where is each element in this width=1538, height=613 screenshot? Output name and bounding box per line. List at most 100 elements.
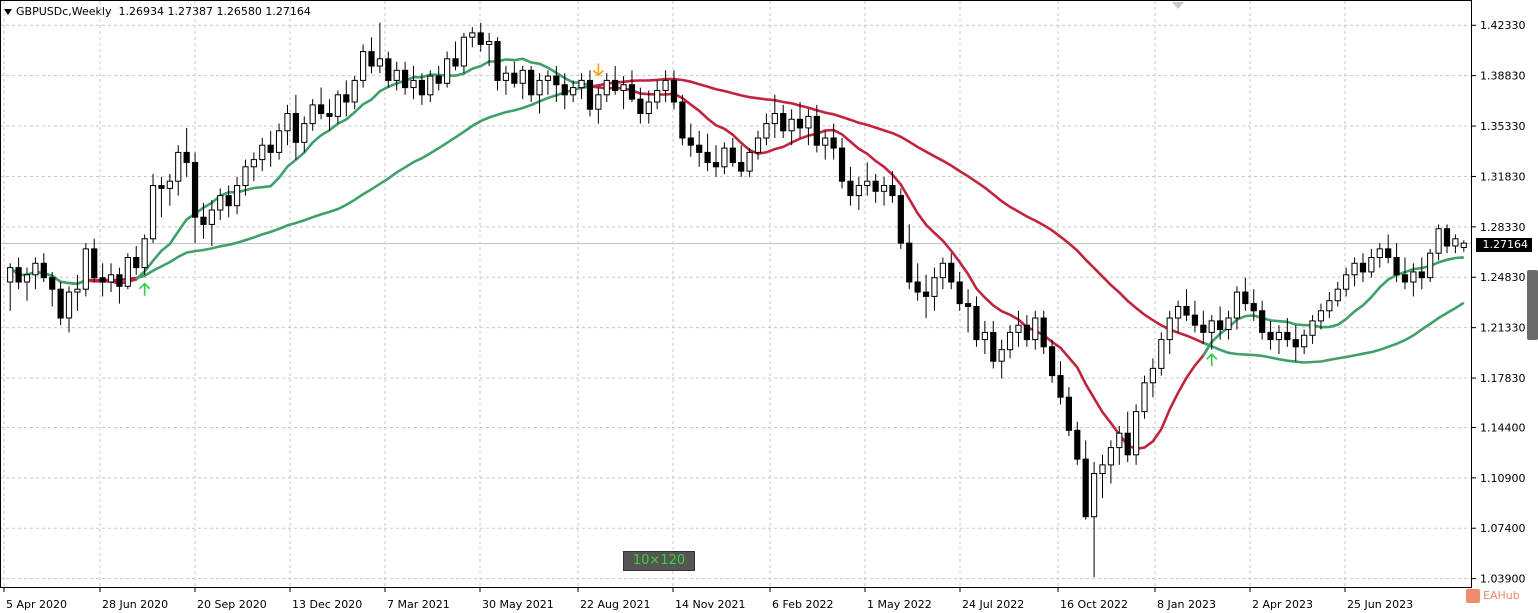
candle-body bbox=[1435, 228, 1442, 254]
candle-body bbox=[679, 101, 686, 139]
candle-body bbox=[696, 144, 703, 153]
candle-body bbox=[343, 94, 350, 103]
candle-body bbox=[595, 94, 602, 110]
moving-averages bbox=[9, 57, 1465, 451]
candle-body bbox=[838, 147, 846, 182]
candle-body bbox=[1393, 257, 1400, 276]
slow-ma-line bbox=[589, 77, 1213, 348]
candle-body bbox=[166, 180, 173, 189]
candle-body bbox=[1217, 320, 1224, 331]
candle-body bbox=[544, 75, 552, 81]
candle-body bbox=[586, 79, 594, 110]
candle-body bbox=[250, 159, 257, 168]
candle-body bbox=[1250, 303, 1257, 312]
slow-ma-line bbox=[1202, 301, 1465, 364]
candle-body bbox=[721, 147, 728, 168]
candle-body bbox=[1149, 367, 1157, 384]
candle-body bbox=[754, 137, 762, 153]
candle-body bbox=[65, 291, 73, 319]
preset-badge[interactable]: 10×120 bbox=[623, 551, 695, 571]
candle-body bbox=[309, 104, 316, 125]
candle-body bbox=[1443, 228, 1451, 247]
candle-body bbox=[1301, 334, 1308, 348]
slow-ma-line bbox=[85, 274, 145, 282]
candle-body bbox=[1401, 274, 1409, 283]
y-tick-label: 1.24830 bbox=[1480, 271, 1526, 284]
candle-body bbox=[242, 166, 249, 187]
candle-body bbox=[435, 75, 442, 84]
x-tick-label: 7 Mar 2021 bbox=[387, 598, 450, 611]
candle-body bbox=[1376, 248, 1383, 259]
candle-body bbox=[141, 238, 148, 269]
fast-ma-line bbox=[1202, 256, 1464, 357]
chart-title: GBPUSDc,Weekly 1.26934 1.27387 1.26580 1… bbox=[4, 5, 311, 18]
candle-body bbox=[460, 36, 468, 67]
scrollbar-handle[interactable] bbox=[1527, 270, 1538, 340]
candle-body bbox=[931, 277, 938, 297]
sell-arrow-icon bbox=[592, 63, 604, 77]
candle-body bbox=[897, 195, 904, 244]
candle-body bbox=[536, 79, 543, 96]
candle-body bbox=[175, 151, 182, 182]
candle-body bbox=[57, 288, 64, 319]
candle-body bbox=[1275, 331, 1283, 341]
candle-body bbox=[1057, 375, 1064, 398]
candle-body bbox=[612, 79, 619, 91]
candle-body bbox=[486, 41, 493, 45]
candle-body bbox=[469, 32, 476, 38]
candle-body bbox=[502, 72, 510, 81]
x-tick-label: 28 Jun 2020 bbox=[102, 598, 168, 611]
candle-body bbox=[1452, 238, 1459, 247]
candle-body bbox=[948, 262, 955, 283]
candle-body bbox=[40, 262, 47, 279]
fast-ma-line bbox=[589, 84, 1213, 451]
candle-body bbox=[889, 185, 896, 197]
candle-body bbox=[1116, 432, 1123, 449]
candle-body bbox=[1006, 331, 1014, 351]
candle-body bbox=[1292, 339, 1299, 348]
shift-marker-icon[interactable] bbox=[1172, 2, 1184, 9]
candle-body bbox=[1048, 346, 1056, 377]
candle-body bbox=[1225, 317, 1232, 331]
candle-body bbox=[603, 79, 610, 96]
candle-body bbox=[7, 267, 14, 283]
candle-body bbox=[645, 101, 652, 115]
y-tick-label: 1.14400 bbox=[1480, 421, 1526, 434]
candle-body bbox=[990, 331, 997, 362]
eahub-logo-icon bbox=[1466, 589, 1480, 603]
candle-body bbox=[1099, 464, 1106, 475]
candle-body bbox=[267, 144, 274, 153]
candle-body bbox=[91, 248, 98, 279]
x-tick-label: 22 Aug 2021 bbox=[580, 598, 650, 611]
candle-body bbox=[813, 115, 820, 146]
x-tick-label: 25 Jun 2023 bbox=[1347, 598, 1413, 611]
candle-body bbox=[620, 84, 627, 91]
candle-body bbox=[570, 87, 577, 96]
chevron-down-icon[interactable] bbox=[4, 9, 12, 15]
candle-body bbox=[477, 32, 484, 45]
x-tick-label: 6 Feb 2022 bbox=[772, 598, 833, 611]
candle-body bbox=[418, 79, 426, 96]
candle-body bbox=[872, 180, 879, 192]
candle-body bbox=[1233, 291, 1241, 319]
candle-body bbox=[326, 113, 333, 117]
candle-body bbox=[922, 291, 930, 297]
candle-body bbox=[1368, 257, 1375, 273]
buy-arrow-icon bbox=[1206, 353, 1218, 367]
y-tick-label: 1.03900 bbox=[1480, 573, 1526, 586]
candle-body bbox=[1175, 305, 1182, 319]
candle-body bbox=[133, 257, 140, 269]
x-tick-label: 20 Sep 2020 bbox=[197, 598, 267, 611]
plot-frame bbox=[0, 0, 1472, 588]
candle-body bbox=[275, 130, 283, 153]
x-tick-label: 16 Oct 2022 bbox=[1060, 598, 1128, 611]
candle-body bbox=[359, 51, 367, 81]
candle-body bbox=[1166, 317, 1173, 341]
candle-body bbox=[124, 257, 131, 287]
candle-body bbox=[738, 161, 745, 172]
candle-body bbox=[317, 104, 325, 115]
candle-body bbox=[376, 58, 384, 67]
candle-body bbox=[746, 151, 753, 172]
candle-body bbox=[368, 51, 375, 67]
